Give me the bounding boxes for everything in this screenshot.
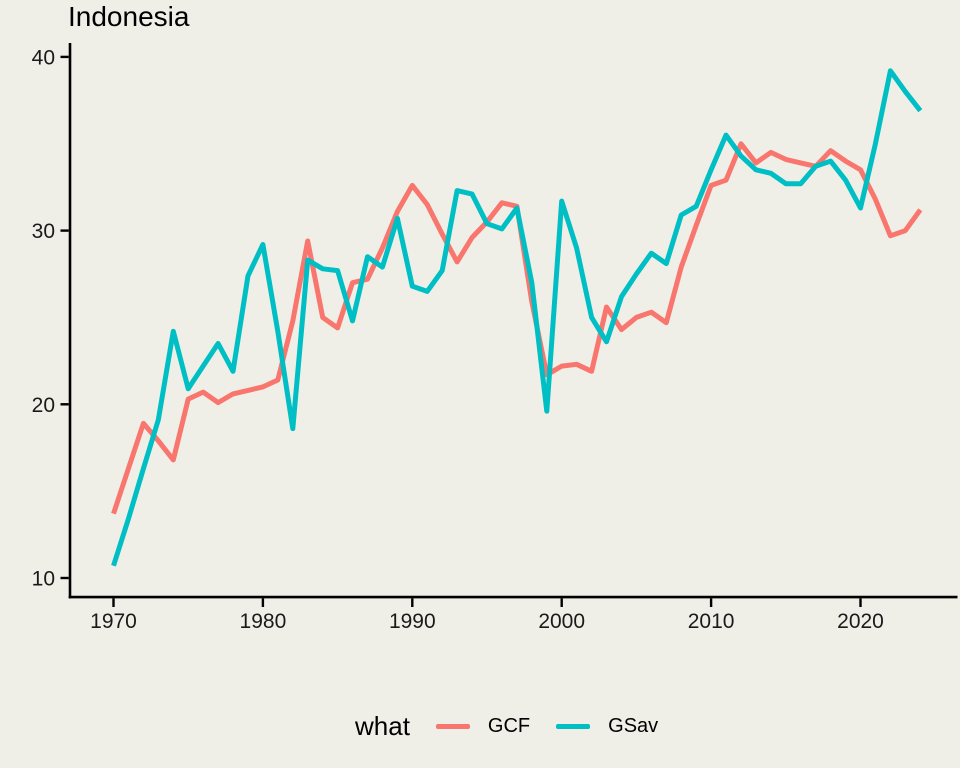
x-tick-label: 1990 (389, 610, 436, 633)
legend-label-gcf: GCF (487, 714, 531, 737)
x-tick-label: 2000 (538, 610, 585, 633)
y-tick-label: 30 (32, 220, 55, 243)
x-tick-label: 2010 (688, 610, 735, 633)
chart-title: Indonesia (68, 1, 190, 32)
gcf-line (111, 141, 923, 515)
y-tick-label: 40 (32, 46, 55, 69)
x-tick-label: 2020 (837, 610, 884, 633)
gsav-line-swatch (556, 723, 591, 729)
legend-title: what (355, 710, 410, 741)
x-tick-label: 1980 (240, 610, 287, 633)
legend-item-gsav: GSav (556, 715, 658, 738)
y-tick-label: 20 (32, 394, 55, 417)
legend: what GCF GSav (355, 708, 658, 744)
legend-label-gsav: GSav (608, 714, 659, 737)
legend-item-gcf: GCF (435, 714, 531, 738)
x-tick-label: 1970 (90, 610, 137, 633)
gsav-line (111, 68, 923, 567)
gcf-line-swatch (435, 723, 470, 729)
y-tick-label: 10 (32, 568, 55, 591)
